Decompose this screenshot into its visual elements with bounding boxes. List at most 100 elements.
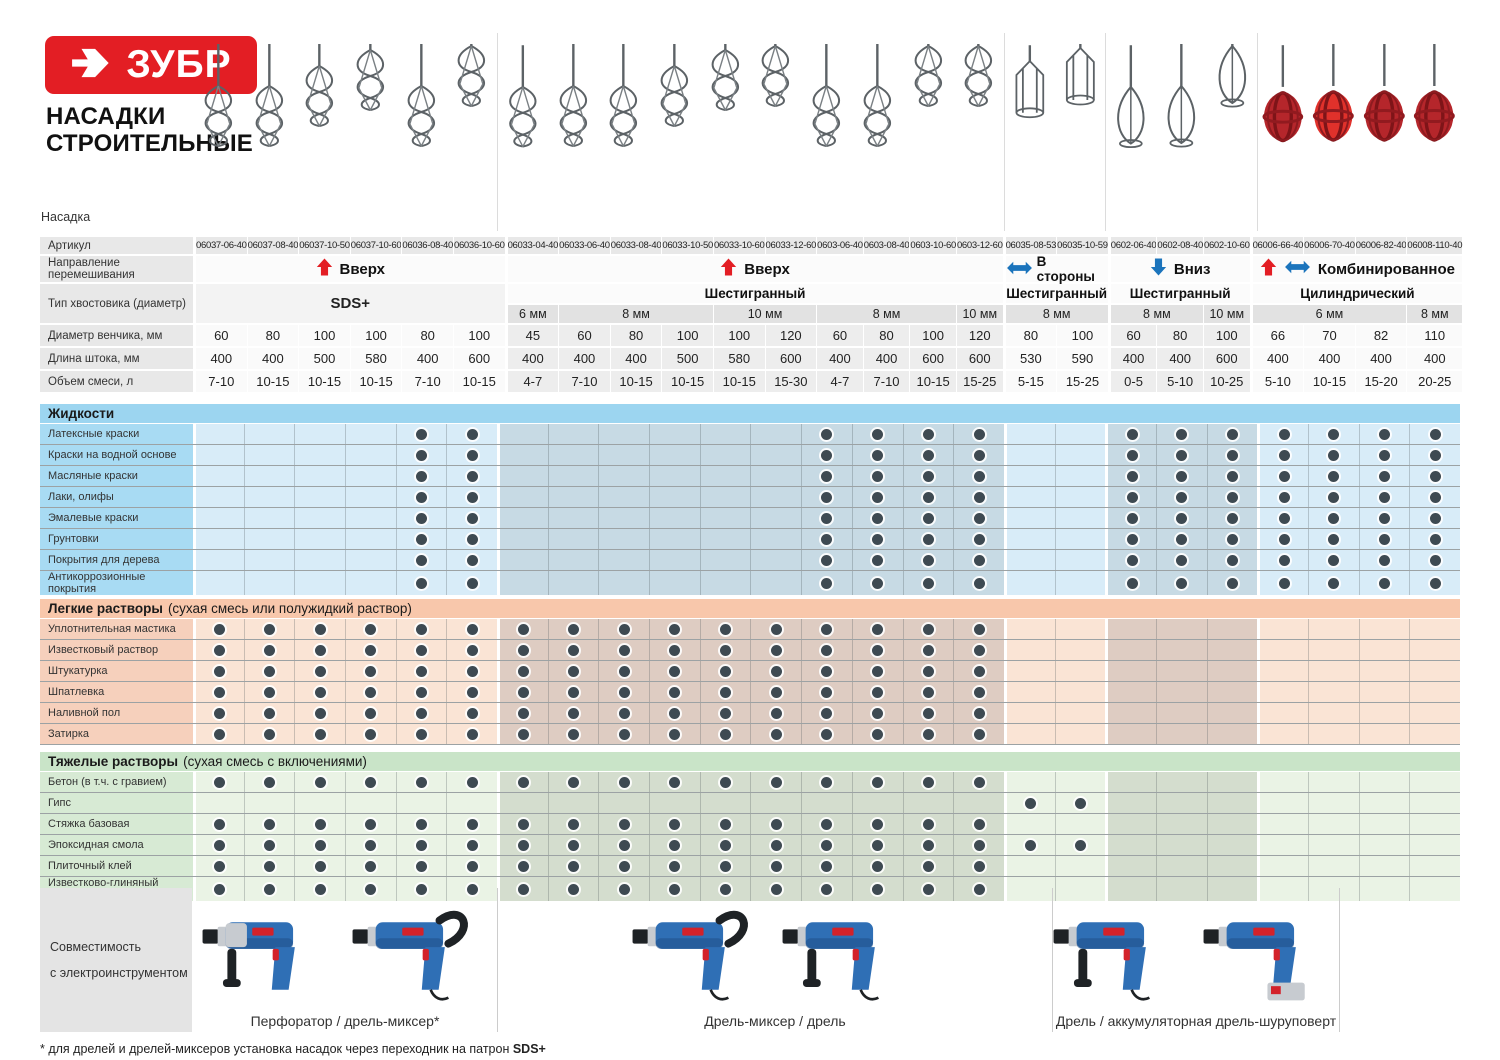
compatibility-dot: [922, 728, 934, 740]
matrix-cell: [598, 793, 650, 813]
compatibility-dot: [264, 707, 276, 719]
compatibility-dot: [720, 776, 732, 788]
matrix-cell: [294, 508, 346, 528]
compatibility-dot: [618, 818, 630, 830]
attachment-strip: Насадка: [40, 33, 1460, 231]
matrix-cell: [649, 772, 700, 792]
matrix-cell: [801, 550, 852, 570]
matrix-cell: [1155, 508, 1207, 528]
compatibility-dot: [973, 554, 985, 566]
compatibility-dot: [264, 818, 276, 830]
nasadka-label: Насадка: [41, 210, 91, 224]
matrix-cell: [1409, 793, 1460, 813]
matrix-cell: [193, 508, 244, 528]
matrix-cell: [1155, 724, 1207, 744]
compat-label-line2: с электроинструментом: [50, 966, 188, 980]
compatibility-dot: [720, 860, 732, 872]
tool-zone: Перфоратор / дрель-миксер*: [193, 888, 497, 1032]
compatibility-dot: [416, 644, 428, 656]
matrix-cell: [446, 550, 498, 570]
matrix-cell: [1358, 445, 1410, 465]
matrix-cell: [851, 529, 903, 549]
volume-cell: 10-15: [246, 371, 299, 392]
compatibility-dot: [720, 839, 732, 851]
matrix-cell: [294, 814, 346, 834]
matrix-cell: [801, 793, 852, 813]
matrix-cell: [193, 793, 244, 813]
matrix-cell: [446, 619, 498, 639]
matrix-cell: [902, 466, 954, 486]
article-cell: 06006-66-40: [1249, 237, 1303, 254]
section-blue: Жидкости Латексные краски Краски на водной…: [40, 404, 1460, 595]
shank-size-cell: 10 мм: [955, 305, 1003, 323]
compatibility-dot: [922, 512, 934, 524]
matrix-cell: [750, 772, 802, 792]
matrix-cell: [294, 466, 346, 486]
matrix-cell: [345, 640, 396, 660]
matrix-cell: [801, 835, 852, 855]
diameter-cell: 100: [1202, 325, 1250, 346]
matrix-cell: [953, 682, 1004, 702]
compatibility-dot: [669, 665, 681, 677]
tool-images: [199, 888, 491, 1013]
compatibility-dot: [365, 883, 377, 895]
matrix-cell: [1206, 835, 1258, 855]
diameter-cell: 100: [661, 325, 713, 346]
matrix-cell: [1206, 466, 1258, 486]
matrix-cell: [649, 424, 700, 444]
compatibility-dot: [264, 623, 276, 635]
matrix-cell: [547, 772, 599, 792]
compatibility-dot: [1176, 491, 1188, 503]
matrix-cell: [294, 529, 346, 549]
matrix-cell: [1257, 814, 1308, 834]
compatibility-dot: [466, 776, 478, 788]
matrix-cell: [395, 508, 447, 528]
tool-images: [1050, 888, 1342, 1013]
compatibility-dot: [264, 686, 276, 698]
matrix-cell: [193, 814, 244, 834]
matrix-cell: [1003, 424, 1055, 444]
compatibility-dot: [872, 449, 884, 461]
matrix-cell: [294, 877, 346, 901]
matrix-cell: [851, 640, 903, 660]
matrix-cell: [953, 550, 1004, 570]
matrix-cell: [1409, 682, 1460, 702]
compatibility-dot: [821, 428, 833, 440]
matrix-cell: [699, 703, 751, 723]
material-row: Бетон (в т.ч. с гравием): [40, 772, 1460, 793]
matrix-cell: [801, 571, 852, 595]
matrix-cell: [1409, 877, 1460, 901]
matrix-cell: [345, 772, 396, 792]
matrix-cell: [1054, 550, 1106, 570]
shank-type-cell: Шестигранный: [504, 284, 1003, 303]
matrix-cell: [1003, 571, 1055, 595]
compatibility-dot: [1278, 449, 1290, 461]
matrix-cell: [598, 877, 650, 901]
matrix-cell: [345, 793, 396, 813]
matrix-cell: [1003, 550, 1055, 570]
matrix-cell: [1307, 661, 1359, 681]
volume-cell: 20-25: [1406, 371, 1463, 392]
matrix-cell: [294, 661, 346, 681]
matrix-cell: [750, 856, 802, 876]
diameter-cell: 80: [401, 325, 453, 346]
compatibility-dot: [365, 818, 377, 830]
material-row-label: Эпоксидная смола: [40, 835, 193, 855]
matrix-cell: [294, 619, 346, 639]
matrix-cell: [1206, 703, 1258, 723]
matrix-cell: [1105, 682, 1156, 702]
compatibility-dot: [1278, 428, 1290, 440]
compatibility-dot: [770, 665, 782, 677]
diameter-cell: 100: [909, 325, 956, 346]
matrix-cell: [953, 703, 1004, 723]
matrix-cell: [902, 835, 954, 855]
compatibility-dot: [1429, 533, 1441, 545]
compatibility-dot: [872, 665, 884, 677]
material-row: Наливной пол: [40, 703, 1460, 724]
article-cell: 06033-04-40: [504, 237, 558, 254]
matrix-cell: [1257, 877, 1308, 901]
diameter-cell: 100: [349, 325, 402, 346]
matrix-cell: [699, 508, 751, 528]
material-row: Гипс: [40, 793, 1460, 814]
matrix-cell: [699, 835, 751, 855]
